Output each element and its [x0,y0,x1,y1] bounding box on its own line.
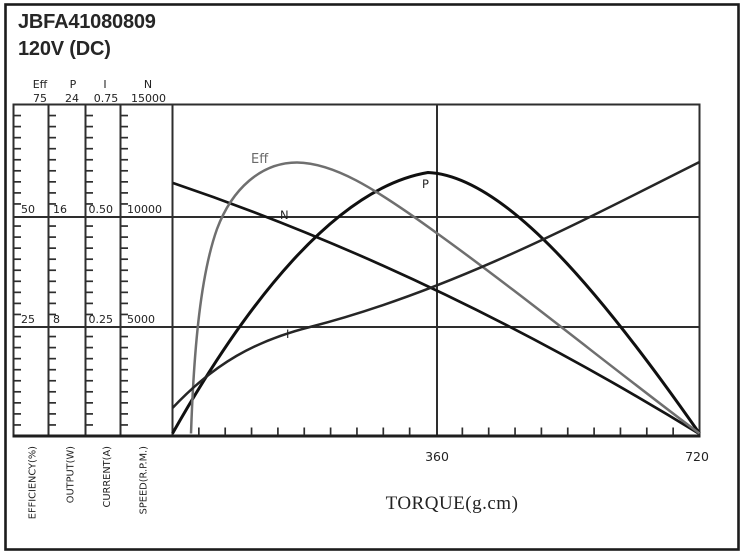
curve-label-n: N [280,208,289,222]
voltage-rating: 120V (DC) [18,38,111,60]
x-axis-title: TORQUE(g.cm) [386,493,519,514]
speed-curve [172,181,701,436]
scale-top-eff: 75 [33,92,47,105]
scale-mid-i: 0.50 [89,203,114,216]
axis-label-speed: SPEED(R.P.M.) [139,446,150,514]
scale-name-n: N [144,78,152,91]
scale-name-eff: Eff [33,78,48,91]
scale-mid-p: 16 [53,203,67,216]
curve-label-eff: Eff [251,152,269,167]
scale-name-p: P [70,78,77,91]
efficiency-curve [189,161,701,435]
scale-mid-eff: 50 [21,203,35,216]
curve-label-i: I [286,327,289,341]
scale-low-i: 0.25 [89,313,114,326]
x-tick-360: 360 [425,449,449,464]
axis-label-efficiency: EFFICIENCY(%) [28,446,39,519]
scale-low-p: 8 [53,313,60,326]
current-curve [171,160,701,409]
scale-mid-n: 10000 [127,203,162,216]
x-tick-720: 720 [685,449,709,464]
model-number: JBFA41080809 [18,11,156,33]
scale-top-p: 24 [65,92,79,105]
scale-low-eff: 25 [21,313,35,326]
curve-label-p: P [422,177,429,191]
outer-border [4,3,740,551]
grid-lines [12,103,701,436]
scale-name-i: I [103,78,106,91]
x-axis-minor-ticks [198,427,675,435]
scale-top-i: 0.75 [94,92,119,105]
axis-label-current: CURRENT(A) [102,446,113,507]
scale-low-n: 5000 [127,313,155,326]
scale-top-n: 15000 [131,92,166,105]
axis-label-output: OUTPUT(W) [66,446,77,503]
chart-title: JBFA41080809 120V (DC) [18,9,156,63]
output-power-curve [171,170,701,435]
scale-minor-ticks [14,114,128,426]
